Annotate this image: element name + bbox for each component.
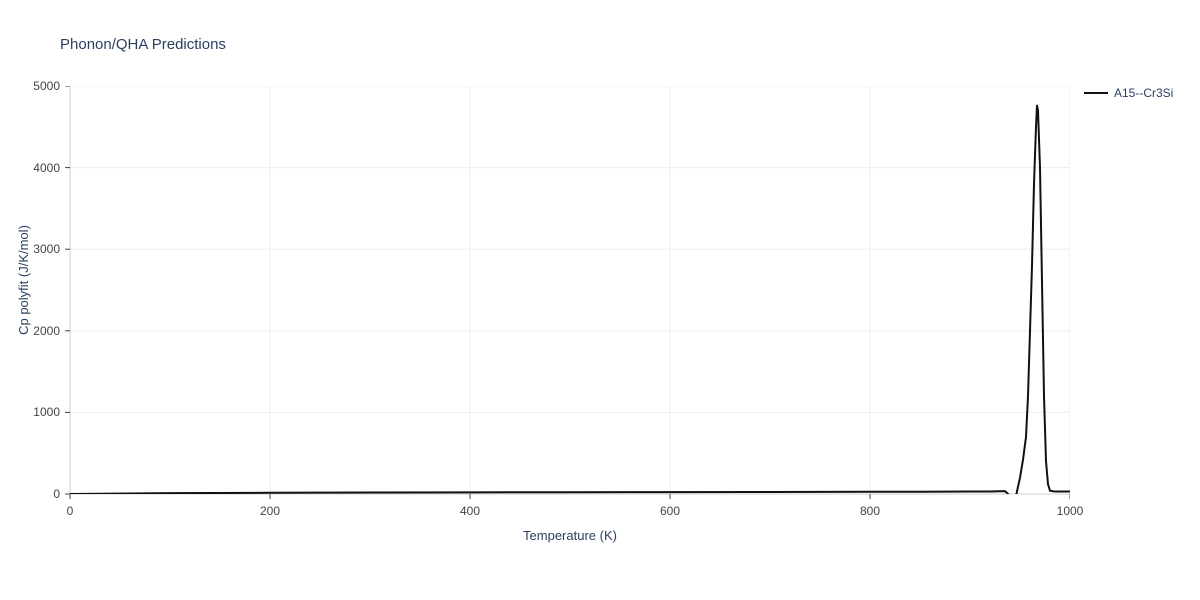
legend-swatch	[1084, 92, 1108, 94]
x-axis-label: Temperature (K)	[510, 528, 630, 543]
chart-container: Phonon/QHA Predictions Temperature (K) C…	[0, 0, 1200, 600]
x-tick-label: 400	[460, 504, 480, 518]
x-tick-label: 600	[660, 504, 680, 518]
plot-svg	[64, 86, 1070, 500]
plot-area	[70, 86, 1070, 494]
legend-label: A15--Cr3Si	[1114, 86, 1173, 100]
y-tick-label: 5000	[30, 79, 60, 93]
y-tick-label: 0	[30, 487, 60, 501]
x-tick-label: 800	[860, 504, 880, 518]
y-tick-label: 4000	[30, 161, 60, 175]
y-tick-label: 1000	[30, 405, 60, 419]
legend-item[interactable]: A15--Cr3Si	[1084, 86, 1173, 100]
x-tick-label: 1000	[1057, 504, 1084, 518]
y-axis-label: Cp polyfit (J/K/mol)	[16, 210, 31, 350]
x-tick-label: 200	[260, 504, 280, 518]
y-tick-label: 2000	[30, 324, 60, 338]
y-tick-label: 3000	[30, 242, 60, 256]
x-tick-label: 0	[67, 504, 74, 518]
chart-title: Phonon/QHA Predictions	[60, 36, 226, 53]
legend: A15--Cr3Si	[1084, 86, 1173, 100]
